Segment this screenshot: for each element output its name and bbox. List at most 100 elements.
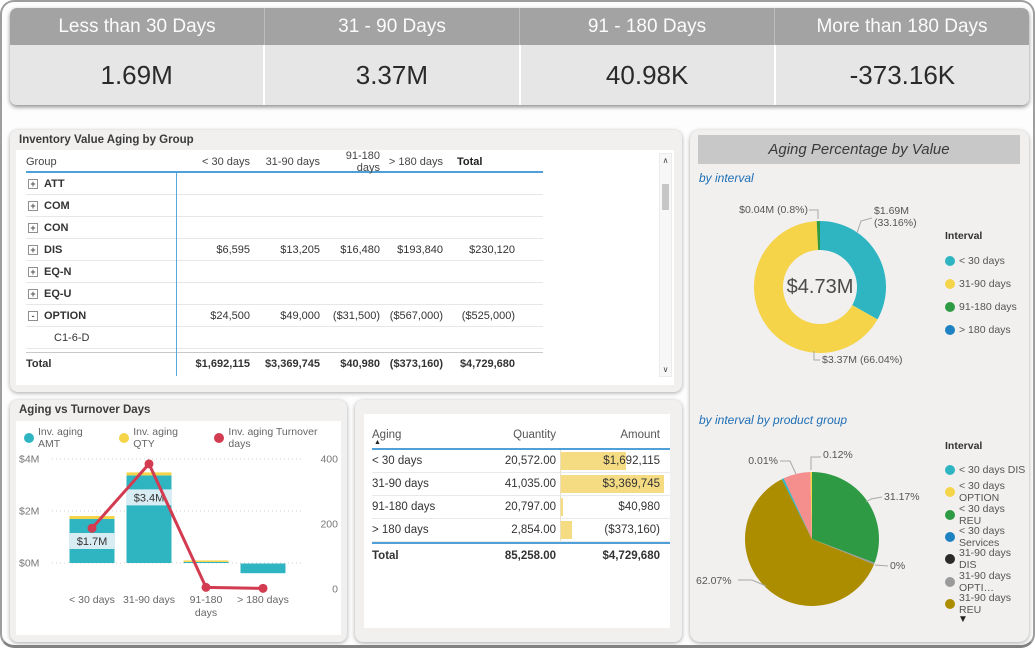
bar-data-label: $1.7M — [77, 536, 108, 548]
legend-item[interactable]: < 30 days REU — [945, 504, 1029, 526]
expand-icon[interactable]: + — [28, 201, 38, 211]
kpi-header-less-than-30[interactable]: Less than 30 Days — [10, 8, 265, 45]
panel-title: Aging vs Turnover Days — [19, 404, 150, 416]
turnover-point[interactable] — [88, 524, 97, 533]
group-cell[interactable]: +ATT — [26, 178, 176, 190]
expand-icon[interactable]: + — [28, 267, 38, 277]
bar-qty-cap[interactable] — [184, 560, 229, 562]
aging-vs-turnover-panel: Aging vs Turnover Days Inv. aging AMTInv… — [10, 400, 347, 642]
legend-item[interactable]: < 30 days OPTION — [945, 481, 1029, 503]
kpi-value-more-than-180[interactable]: -373.16K — [776, 45, 1029, 105]
turnover-point[interactable] — [259, 584, 268, 593]
donut-slice-<-30-days[interactable] — [820, 221, 886, 319]
group-cell[interactable]: +EQ-N — [26, 266, 176, 278]
table-row[interactable]: -OPTION$24,500$49,000($31,500)($567,000)… — [26, 305, 543, 327]
expand-icon[interactable]: + — [28, 223, 38, 233]
column-header[interactable]: 91-180 days — [322, 150, 382, 174]
group-cell[interactable]: + COM — [26, 200, 176, 212]
table-row[interactable]: 31-90 days41,035.00$3,369,745 — [372, 473, 670, 496]
kpi-header-91-180[interactable]: 91 - 180 Days — [520, 8, 775, 45]
table-row[interactable]: 91-180 days20,797.00$40,980 — [372, 496, 670, 519]
sort-header-aging[interactable]: Aging▲ — [372, 429, 460, 441]
total-value-cell: $4,729,680 — [445, 358, 517, 370]
table-row[interactable]: +CON — [26, 217, 543, 239]
expand-icon[interactable]: + — [28, 289, 38, 299]
legend-item[interactable]: 31-90 days DIS — [945, 548, 1029, 570]
bar-qty-cap[interactable] — [70, 516, 115, 519]
kpi-header-row: Less than 30 Days 31 - 90 Days 91 - 180 … — [10, 8, 1029, 45]
legend-more-icon[interactable]: ▼ — [958, 614, 968, 625]
total-amount-value: $4,729,680 — [602, 550, 664, 562]
column-header-quantity[interactable]: Quantity — [460, 429, 560, 441]
turnover-point[interactable] — [145, 459, 154, 468]
expand-icon[interactable]: + — [28, 245, 38, 255]
legend-item[interactable]: < 30 days DIS — [945, 459, 1029, 481]
table-row[interactable]: > 180 days2,854.00($373,160) — [372, 519, 670, 542]
table-row[interactable]: + COM — [26, 195, 543, 217]
pie-label-0-12: 0.12% — [823, 449, 853, 461]
amount-value: $1,692,115 — [603, 455, 664, 467]
total-row: Total$1,692,115$3,369,745$40,980($373,16… — [26, 352, 543, 375]
legend-item[interactable]: < 30 days — [945, 249, 1029, 272]
group-cell[interactable]: +DIS — [26, 244, 176, 256]
column-header[interactable]: < 30 days — [176, 156, 252, 168]
kpi-header-more-than-180[interactable]: More than 180 Days — [775, 8, 1029, 45]
column-header[interactable]: 31-90 days — [252, 156, 322, 168]
kpi-value-91-180[interactable]: 40.98K — [521, 45, 776, 105]
legend-item[interactable]: < 30 days Services — [945, 526, 1029, 548]
kpi-header-31-90[interactable]: 31 - 90 Days — [265, 8, 520, 45]
expand-icon[interactable]: + — [28, 179, 38, 189]
legend-dot-icon — [945, 510, 955, 520]
table-header-row: Aging▲QuantityAmount — [372, 422, 670, 450]
scroll-down-icon[interactable]: ∨ — [660, 365, 671, 374]
sort-asc-icon[interactable]: ▲ — [374, 439, 381, 446]
legend-item[interactable]: 31-90 days OPTI… — [945, 570, 1029, 592]
bar-amt[interactable] — [241, 564, 286, 574]
value-cell: ($31,500) — [322, 310, 382, 322]
kpi-value-31-90[interactable]: 3.37M — [265, 45, 520, 105]
column-header[interactable]: Group — [26, 156, 176, 168]
table-row[interactable]: +ATT — [26, 173, 543, 195]
x-axis-tick: 31-90 days — [123, 594, 175, 606]
legend-item[interactable]: 31-90 days REU — [945, 593, 1029, 615]
amount-value: $3,369,745 — [602, 478, 664, 490]
turnover-point[interactable] — [202, 583, 211, 592]
table-row[interactable]: < 30 days20,572.00$1,692,115 — [372, 450, 670, 473]
legend-item[interactable]: 31-90 days — [945, 272, 1029, 295]
table-row[interactable]: +EQ-U — [26, 283, 543, 305]
collapse-icon[interactable]: - — [28, 311, 38, 321]
bar-qty-cap[interactable] — [127, 472, 172, 475]
group-label: COM — [44, 200, 70, 212]
callout-less-30-days: $1.69M (33.16%) — [874, 205, 936, 229]
right-panel-title: Aging Percentage by Value — [698, 135, 1020, 164]
y-axis-left-tick: $2M — [19, 506, 39, 518]
group-cell[interactable]: C1-6-D — [26, 332, 176, 344]
group-cell[interactable]: +EQ-U — [26, 288, 176, 300]
group-cell[interactable]: -OPTION — [26, 310, 176, 322]
legend-dot-icon — [945, 279, 955, 289]
y-axis-left-tick: $4M — [19, 454, 39, 466]
group-cell[interactable]: +CON — [26, 222, 176, 234]
scroll-up-icon[interactable]: ∧ — [660, 156, 671, 165]
bar-amt[interactable] — [127, 475, 172, 563]
kpi-value-less-than-30[interactable]: 1.69M — [10, 45, 265, 105]
legend-item[interactable]: > 180 days — [945, 318, 1029, 341]
scroll-thumb[interactable] — [662, 184, 669, 210]
amount-value: $40,980 — [618, 501, 664, 513]
pie-label-62-07: 62.07% — [696, 575, 732, 587]
column-header-amount[interactable]: Amount — [560, 429, 664, 441]
legend-label: < 30 days — [959, 255, 1005, 267]
value-cell: $16,480 — [322, 244, 382, 256]
table-row[interactable]: +EQ-N — [26, 261, 543, 283]
table-row[interactable]: C1-6-D — [26, 327, 543, 349]
turnover-line[interactable] — [92, 464, 263, 588]
quantity-cell: 20,797.00 — [460, 501, 560, 513]
bar-data-label: $3.4M — [134, 492, 165, 504]
legend-item[interactable]: 91-180 days — [945, 295, 1029, 318]
vertical-scrollbar[interactable]: ∧ ∨ — [659, 153, 672, 377]
column-header[interactable]: > 180 days — [382, 156, 445, 168]
bar-amt[interactable] — [184, 562, 229, 563]
table-row[interactable]: +DIS$6,595$13,205$16,480$193,840$230,120 — [26, 239, 543, 261]
amount-cell: $1,692,115 — [560, 450, 664, 472]
column-header[interactable]: Total — [445, 156, 517, 168]
